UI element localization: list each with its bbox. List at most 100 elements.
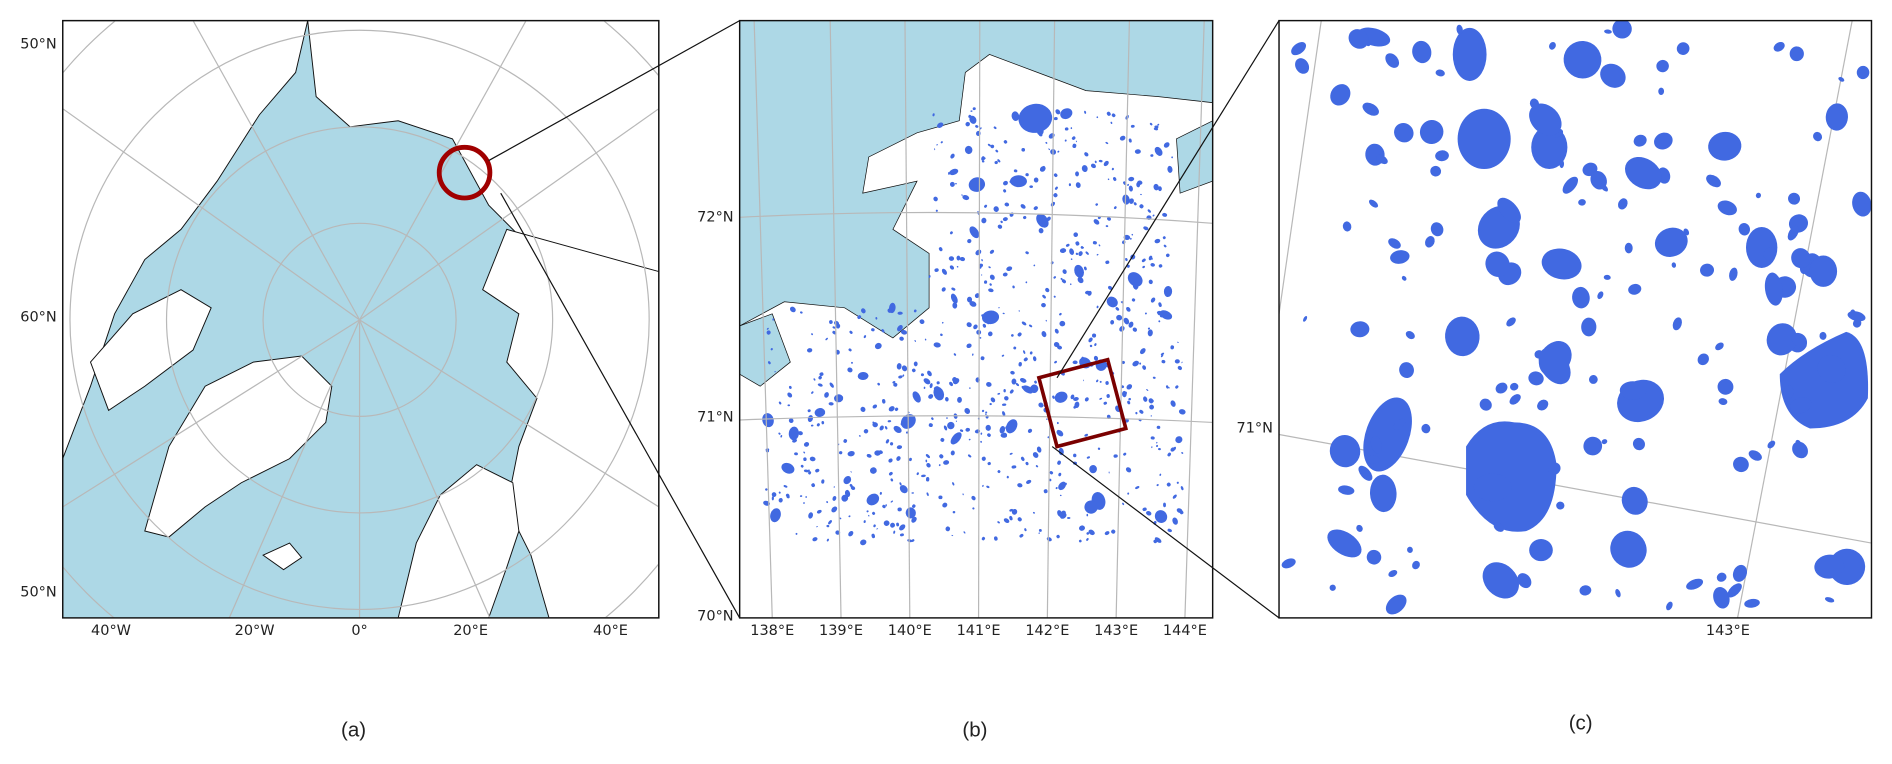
lon-label: 142°E <box>1025 623 1069 639</box>
lake <box>997 521 1000 524</box>
lake <box>1172 517 1178 525</box>
lake <box>826 524 830 528</box>
lake <box>1788 192 1801 205</box>
lake <box>999 425 1006 434</box>
lake <box>1003 388 1006 393</box>
lake <box>940 437 945 442</box>
lake <box>1061 510 1066 516</box>
lake <box>1093 219 1100 225</box>
lake <box>1094 343 1097 346</box>
lake <box>850 471 852 473</box>
lake <box>811 391 814 394</box>
lake <box>1125 467 1132 473</box>
lake <box>765 488 768 491</box>
lake <box>1120 301 1124 303</box>
lake <box>1425 236 1435 248</box>
lake <box>981 310 1000 325</box>
lake <box>881 329 885 333</box>
lake <box>948 256 955 261</box>
lake <box>1065 243 1070 247</box>
lat-label: 60°N <box>20 309 56 325</box>
lake <box>897 311 903 315</box>
lake <box>1729 267 1738 281</box>
lake <box>1025 281 1028 284</box>
lake <box>1064 139 1067 142</box>
lake <box>1096 253 1099 256</box>
lake <box>1123 234 1131 240</box>
lake <box>1152 376 1156 379</box>
lake <box>928 394 934 399</box>
lake <box>1139 348 1146 355</box>
lake <box>1435 150 1449 162</box>
lake <box>834 394 844 403</box>
lake <box>984 280 988 284</box>
lake <box>1011 508 1018 515</box>
lake <box>1142 365 1147 370</box>
lake <box>1281 558 1296 569</box>
lake <box>1105 225 1109 228</box>
lake <box>1676 42 1690 55</box>
lake <box>890 522 896 528</box>
lake <box>1368 199 1379 208</box>
lake <box>1654 227 1688 257</box>
lake <box>968 177 986 192</box>
lake <box>1134 149 1141 154</box>
lake <box>808 471 812 475</box>
lake <box>1700 263 1715 277</box>
lake <box>1131 298 1136 302</box>
lake <box>1556 501 1565 510</box>
lake <box>899 524 906 531</box>
lake <box>1166 482 1171 487</box>
lake <box>979 263 984 268</box>
lake <box>1084 152 1089 157</box>
lake <box>968 114 972 118</box>
lake <box>1817 354 1846 383</box>
lake <box>788 418 794 423</box>
lake <box>1147 209 1151 213</box>
lake <box>986 485 990 489</box>
lake <box>1088 337 1093 343</box>
lake <box>1147 327 1151 330</box>
lake <box>817 383 823 387</box>
lake <box>1036 213 1049 228</box>
lake <box>1329 435 1361 468</box>
lake <box>841 494 849 502</box>
lake <box>1163 502 1166 508</box>
lake <box>1158 320 1161 323</box>
lake <box>815 468 820 473</box>
lake <box>1139 362 1142 365</box>
lake <box>981 217 987 224</box>
lake <box>832 495 837 501</box>
lake <box>1482 562 1519 599</box>
lake <box>1401 275 1407 281</box>
lake <box>1153 539 1158 544</box>
lake <box>1003 518 1010 524</box>
lake <box>1119 135 1126 141</box>
lake <box>1430 222 1444 237</box>
lon-label: 144°E <box>1163 623 1207 639</box>
lake <box>1150 436 1155 440</box>
lake <box>1604 29 1612 34</box>
lake <box>1170 345 1175 350</box>
lake <box>875 316 878 320</box>
lake <box>1033 177 1039 183</box>
lake <box>1156 441 1158 444</box>
lake <box>990 397 996 403</box>
lake <box>1658 87 1665 96</box>
lake <box>1056 534 1060 539</box>
lake <box>1075 252 1079 255</box>
lake <box>962 493 964 496</box>
lake <box>981 274 983 276</box>
lake <box>1068 183 1072 187</box>
lake <box>1135 486 1140 490</box>
lake <box>1041 302 1046 308</box>
lake <box>1022 385 1034 394</box>
lake <box>980 432 983 435</box>
lake <box>928 275 931 278</box>
lake <box>877 450 882 455</box>
lake <box>838 451 843 455</box>
lake <box>1006 475 1009 479</box>
lake <box>985 413 987 415</box>
lake <box>1493 522 1505 532</box>
lake <box>1393 418 1406 430</box>
